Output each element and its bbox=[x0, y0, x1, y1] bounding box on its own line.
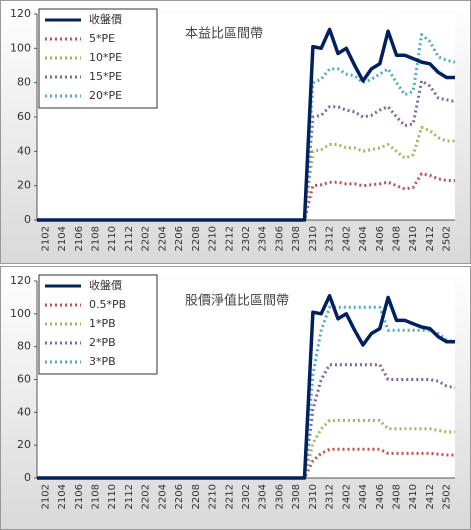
x-tick-label: 2408 bbox=[391, 484, 402, 509]
x-tick-label: 2310 bbox=[308, 484, 319, 509]
x-tick-label: 2502 bbox=[442, 484, 453, 509]
y-tick-label: 80 bbox=[17, 340, 31, 353]
x-tick-label: 2404 bbox=[358, 226, 369, 251]
chart-title: 股價淨值比區間帶 bbox=[185, 293, 289, 309]
chart-title: 本益比區間帶 bbox=[185, 27, 263, 42]
x-tick-label: 2108 bbox=[91, 484, 102, 509]
x-tick-label: 2112 bbox=[124, 484, 135, 509]
x-tick-label: 2308 bbox=[291, 484, 302, 509]
x-tick-label: 2412 bbox=[425, 484, 436, 509]
y-tick-label: 120 bbox=[10, 7, 31, 20]
x-tick-label: 2212 bbox=[224, 484, 235, 509]
legend-label: 20*PE bbox=[89, 89, 122, 102]
legend-box bbox=[38, 274, 158, 375]
x-tick-label: 2102 bbox=[40, 484, 51, 509]
x-tick-label: 2108 bbox=[91, 226, 102, 251]
y-tick-label: 60 bbox=[17, 373, 31, 386]
legend-label: 15*PE bbox=[89, 70, 122, 83]
legend-box bbox=[38, 8, 158, 109]
x-tick-label: 2112 bbox=[124, 226, 135, 251]
x-tick-label: 2502 bbox=[442, 226, 453, 251]
x-tick-label: 2408 bbox=[391, 226, 402, 251]
x-tick-label: 2204 bbox=[157, 484, 168, 509]
x-tick-label: 2106 bbox=[74, 484, 85, 509]
series-line bbox=[37, 79, 456, 222]
legend-label: 1*PB bbox=[89, 317, 116, 330]
legend-label: 3*PB bbox=[89, 355, 116, 368]
series-line bbox=[37, 172, 455, 222]
y-tick-label: 60 bbox=[17, 110, 31, 123]
y-tick-label: 0 bbox=[24, 213, 31, 226]
y-tick-label: 0 bbox=[24, 471, 31, 484]
x-tick-label: 2202 bbox=[141, 484, 152, 509]
legend-label: 0.5*PB bbox=[89, 298, 126, 311]
x-tick-label: 2402 bbox=[341, 226, 352, 251]
x-tick-label: 2410 bbox=[408, 484, 419, 509]
x-tick-label: 2102 bbox=[40, 226, 51, 251]
x-tick-label: 2302 bbox=[241, 484, 252, 509]
x-tick-label: 2212 bbox=[224, 226, 235, 251]
y-tick-label: 100 bbox=[10, 307, 31, 320]
x-tick-label: 2110 bbox=[107, 226, 118, 251]
legend-label: 5*PE bbox=[89, 32, 115, 45]
legend-label: 收盤價 bbox=[89, 12, 122, 26]
x-tick-label: 2210 bbox=[208, 226, 219, 251]
x-tick-label: 2406 bbox=[375, 226, 386, 251]
y-tick-label: 100 bbox=[10, 41, 31, 54]
x-tick-label: 2404 bbox=[358, 484, 369, 509]
x-tick-label: 2312 bbox=[325, 226, 336, 251]
x-tick-label: 2304 bbox=[258, 484, 269, 509]
x-tick-label: 2206 bbox=[174, 226, 185, 251]
x-tick-label: 2406 bbox=[375, 484, 386, 509]
x-tick-label: 2106 bbox=[74, 226, 85, 251]
x-tick-label: 2210 bbox=[208, 484, 219, 509]
x-tick-label: 2310 bbox=[308, 226, 319, 251]
x-tick-label: 2104 bbox=[57, 226, 68, 251]
x-tick-label: 2306 bbox=[274, 226, 285, 251]
x-tick-label: 2206 bbox=[174, 484, 185, 509]
x-tick-label: 2110 bbox=[107, 484, 118, 509]
x-tick-label: 2412 bbox=[425, 226, 436, 251]
series-line bbox=[37, 27, 455, 222]
x-tick-label: 2312 bbox=[325, 484, 336, 509]
y-tick-label: 20 bbox=[17, 438, 31, 451]
y-tick-label: 120 bbox=[10, 274, 31, 287]
legend-label: 收盤價 bbox=[89, 278, 122, 292]
series-line bbox=[37, 33, 456, 222]
x-tick-label: 2104 bbox=[57, 484, 68, 509]
x-tick-label: 2202 bbox=[141, 226, 152, 251]
x-tick-label: 2208 bbox=[191, 226, 202, 251]
x-tick-label: 2402 bbox=[341, 484, 352, 509]
x-tick-label: 2204 bbox=[157, 226, 168, 251]
x-tick-label: 2208 bbox=[191, 484, 202, 509]
x-tick-label: 2304 bbox=[258, 226, 269, 251]
y-tick-label: 40 bbox=[17, 144, 31, 157]
x-tick-label: 2306 bbox=[274, 484, 285, 509]
y-tick-label: 20 bbox=[17, 179, 31, 192]
y-tick-label: 40 bbox=[17, 405, 31, 418]
legend-label: 10*PE bbox=[89, 51, 122, 64]
legend-label: 2*PB bbox=[89, 336, 116, 349]
series-line bbox=[37, 294, 455, 480]
x-tick-label: 2410 bbox=[408, 226, 419, 251]
x-tick-label: 2302 bbox=[241, 226, 252, 251]
y-tick-label: 80 bbox=[17, 76, 31, 89]
series-line bbox=[37, 363, 456, 480]
x-tick-label: 2308 bbox=[291, 226, 302, 251]
